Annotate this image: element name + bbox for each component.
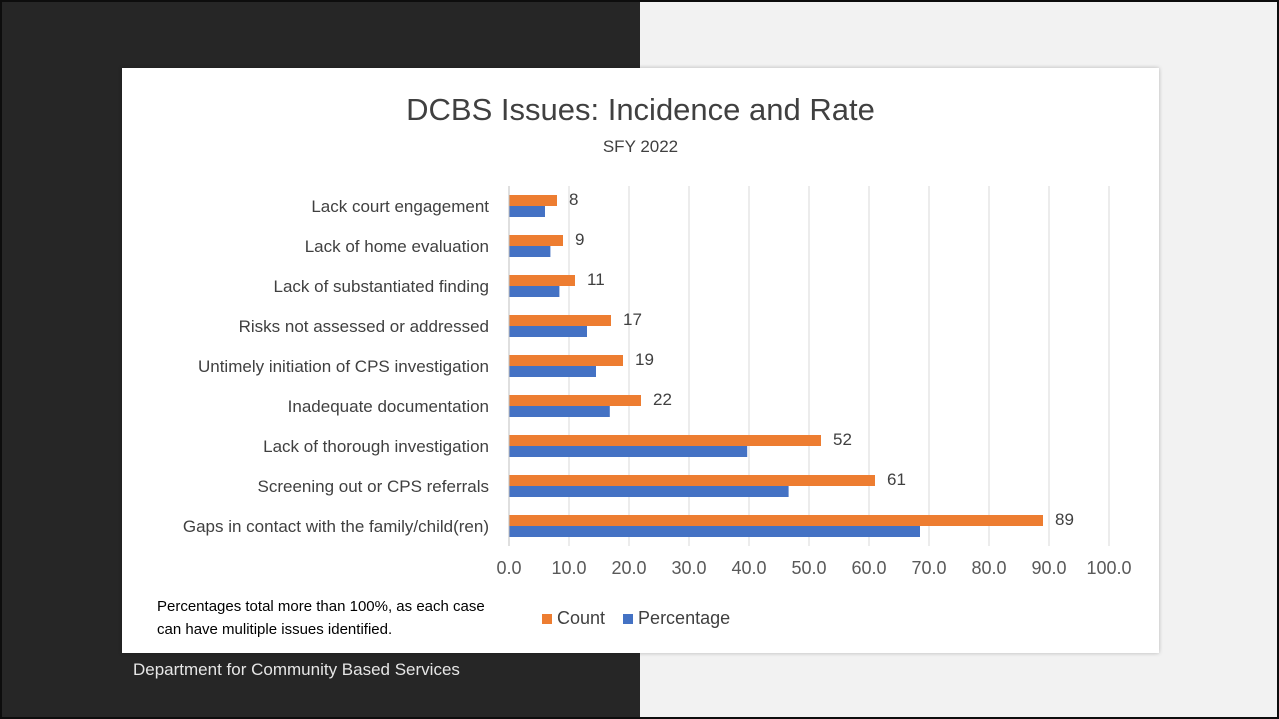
x-tick-label: 20.0 <box>611 558 646 578</box>
data-label-count: 9 <box>575 230 584 249</box>
y-category-label: Inadequate documentation <box>288 397 489 416</box>
legend-swatch-count <box>542 613 552 624</box>
x-tick-label: 70.0 <box>911 558 946 578</box>
bar-count <box>509 395 641 406</box>
y-category-label: Lack of thorough investigation <box>263 437 489 456</box>
legend-swatch-percentage <box>623 613 634 624</box>
legend-label-percentage: Percentage <box>638 608 731 628</box>
data-label-count: 19 <box>635 350 654 369</box>
bar-percentage <box>509 326 587 337</box>
y-category-label: Lack court engagement <box>311 197 489 216</box>
x-tick-label: 80.0 <box>971 558 1006 578</box>
bar-count <box>509 275 575 286</box>
x-tick-label: 50.0 <box>791 558 826 578</box>
data-label-count: 8 <box>569 190 578 209</box>
chart-footnote: Percentages total more than 100%, as eac… <box>157 598 485 638</box>
y-category-label: Lack of home evaluation <box>305 237 489 256</box>
bar-percentage <box>509 286 560 297</box>
x-tick-label: 30.0 <box>671 558 706 578</box>
x-tick-label: 90.0 <box>1031 558 1066 578</box>
bar-percentage <box>509 446 748 457</box>
bar-percentage <box>509 206 545 217</box>
chart-subtitle: SFY 2022 <box>602 137 679 156</box>
y-category-label: Untimely initiation of CPS investigation <box>198 357 489 376</box>
y-category-label: Lack of substantiated finding <box>274 277 489 296</box>
chart-title: DCBS Issues: Incidence and Rate <box>406 92 875 127</box>
bar-count <box>509 435 821 446</box>
chart-legend: Count Percentage <box>542 608 748 629</box>
bar-percentage <box>509 526 920 537</box>
legend-item-count: Count <box>542 608 605 629</box>
x-tick-label: 10.0 <box>551 558 586 578</box>
bar-percentage <box>509 406 610 417</box>
x-tick-label: 60.0 <box>851 558 886 578</box>
bar-count <box>509 475 875 486</box>
data-label-count: 22 <box>653 390 672 409</box>
x-tick-label: 40.0 <box>731 558 766 578</box>
chart-card: DCBS Issues: Incidence and Rate SFY 2022… <box>122 68 1159 653</box>
bar-count <box>509 235 563 246</box>
footer-org-name: Department for Community Based Services <box>133 660 460 679</box>
bar-count <box>509 315 611 326</box>
legend-item-percentage: Percentage <box>623 608 730 629</box>
bar-count <box>509 515 1043 526</box>
bar-percentage <box>509 486 789 497</box>
x-tick-label: 0.0 <box>496 558 521 578</box>
data-label-count: 11 <box>587 270 605 289</box>
bar-percentage <box>509 366 596 377</box>
y-category-label: Risks not assessed or addressed <box>239 317 489 336</box>
data-label-count: 17 <box>623 310 642 329</box>
data-label-count: 61 <box>887 470 906 489</box>
x-tick-label: 100.0 <box>1086 558 1131 578</box>
y-category-label: Gaps in contact with the family/child(re… <box>183 517 489 536</box>
data-label-count: 89 <box>1055 510 1074 529</box>
legend-label-count: Count <box>557 608 606 628</box>
bar-percentage <box>509 246 551 257</box>
bar-chart: 0.0 10.0 20.0 30.0 40.0 50.0 60.0 70.0 80.0 90.0 1… <box>183 186 1132 578</box>
bar-count <box>509 355 623 366</box>
data-label-count: 52 <box>833 430 852 449</box>
y-category-label: Screening out or CPS referrals <box>258 477 490 496</box>
bar-count <box>509 195 557 206</box>
